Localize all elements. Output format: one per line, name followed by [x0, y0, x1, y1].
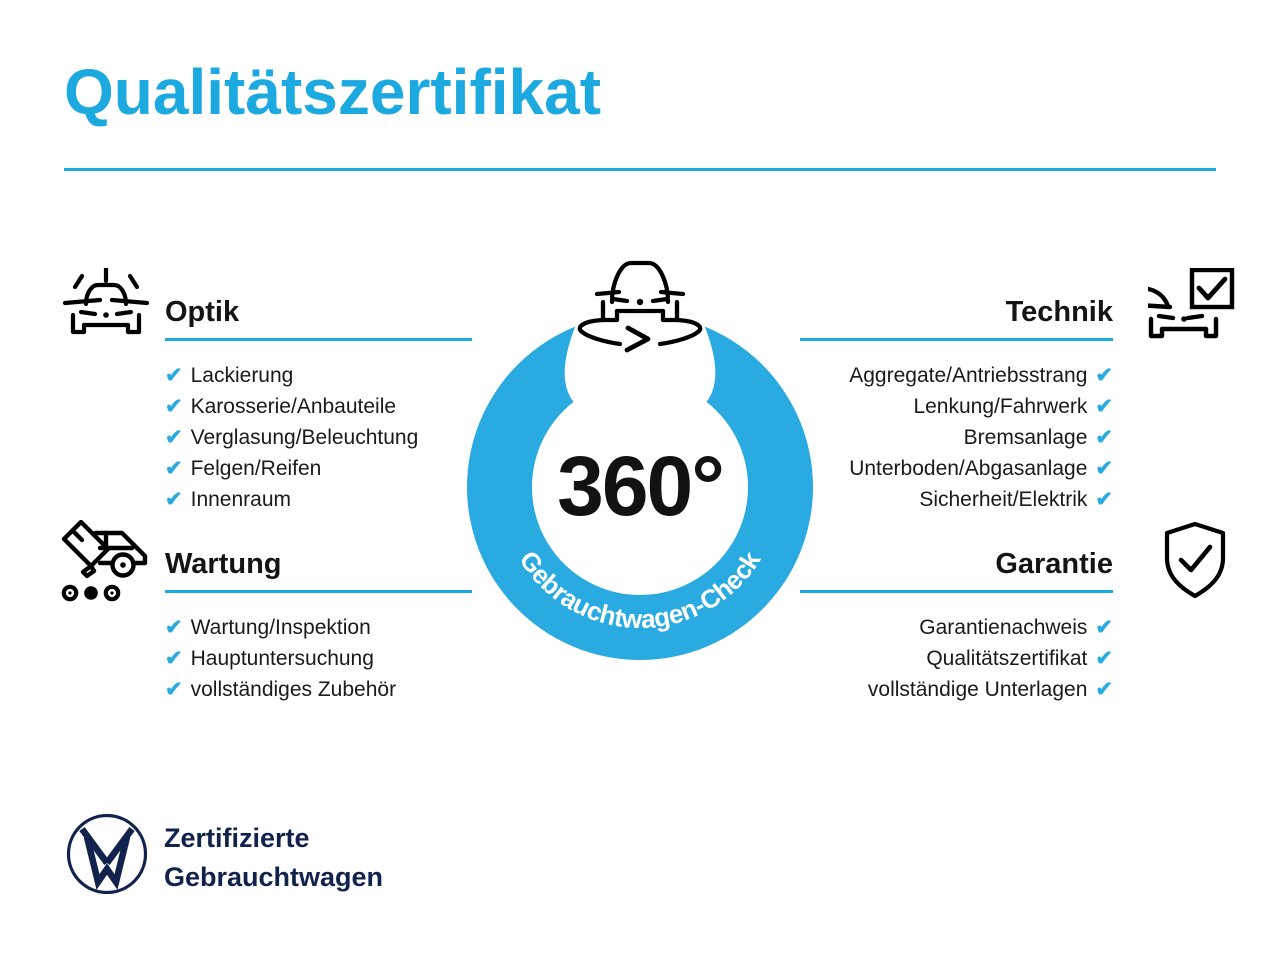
svg-text:360°: 360°	[557, 439, 723, 533]
